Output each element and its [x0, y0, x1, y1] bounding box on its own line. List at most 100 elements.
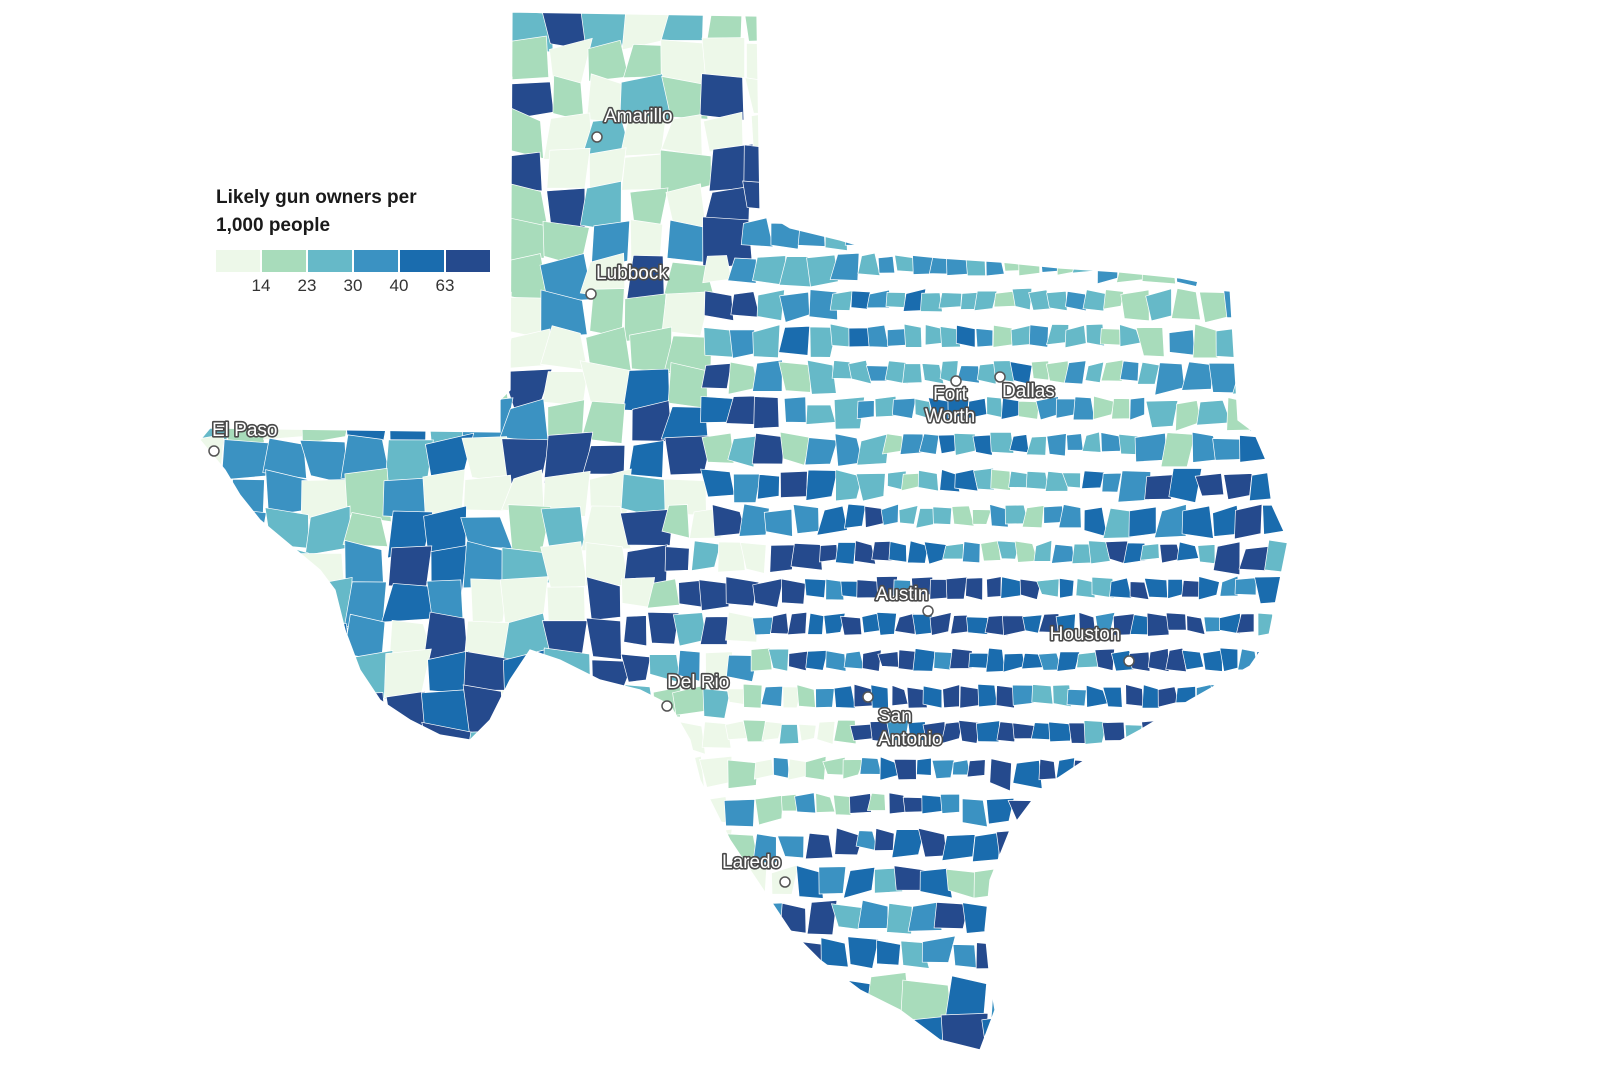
map-region: [705, 1048, 754, 1050]
map-region: [386, 72, 434, 122]
map-region: [646, 578, 680, 609]
map-region: [344, 329, 387, 377]
map-region: [1102, 1047, 1148, 1050]
map-region: [1028, 324, 1049, 348]
map-region: [223, 720, 265, 773]
map-region: [885, 292, 906, 308]
map-region: [703, 290, 735, 321]
map-region: [461, 323, 504, 374]
map-region: [628, 440, 665, 478]
map-region: [539, 905, 586, 954]
map-region: [886, 74, 921, 102]
map-region: [1219, 612, 1241, 635]
city-label: Dallas: [1002, 381, 1055, 402]
map-region: [200, 71, 233, 127]
map-region: [797, 217, 826, 247]
map-region: [686, 871, 722, 895]
map-region: [1229, 828, 1256, 859]
map-region: [619, 73, 672, 122]
map-region: [914, 147, 940, 176]
map-region: [869, 720, 892, 743]
map-region: [880, 503, 899, 526]
map-region: [1274, 721, 1288, 756]
map-region: [1081, 470, 1105, 489]
map-region: [1041, 144, 1073, 174]
map-region: [222, 12, 272, 50]
legend-swatch: [308, 250, 352, 272]
map-region: [1025, 471, 1050, 490]
map-region: [993, 1051, 1033, 1065]
map-region: [1069, 12, 1105, 48]
map-region: [582, 972, 630, 1017]
map-region: [465, 1011, 514, 1050]
map-region: [499, 1046, 548, 1050]
map-region: [1052, 684, 1072, 708]
map-region: [1236, 613, 1255, 634]
map-region: [1171, 112, 1222, 160]
map-region: [1298, 72, 1343, 121]
map-region: [1129, 581, 1150, 601]
map-region: [1226, 1011, 1272, 1050]
map-region: [744, 77, 790, 115]
map-region: [200, 867, 234, 913]
map-region: [1068, 901, 1094, 932]
map-region: [903, 323, 923, 348]
city-dot: [994, 371, 1006, 383]
map-region: [1147, 1043, 1190, 1050]
map-region: [952, 759, 971, 776]
map-region: [1143, 906, 1172, 931]
map-region: [1101, 721, 1126, 741]
map-region: [1060, 1010, 1113, 1050]
map-region: [306, 1008, 347, 1050]
city-dot: [1123, 655, 1135, 667]
map-region: [862, 144, 891, 176]
map-region: [1000, 576, 1025, 599]
map-region: [1232, 719, 1250, 744]
map-region: [1073, 831, 1104, 861]
map-region: [1277, 252, 1288, 298]
city-dot: [779, 876, 791, 888]
map-region: [884, 360, 909, 385]
map-region: [1299, 468, 1326, 501]
legend-title-line2: 1,000 people: [216, 215, 331, 236]
map-region: [1028, 108, 1063, 137]
map-region: [864, 505, 884, 529]
map-region: [200, 612, 223, 666]
map-region: [702, 688, 731, 719]
map-region: [899, 45, 952, 88]
map-region: [1005, 113, 1034, 141]
map-region: [1253, 829, 1288, 863]
map-region: [1241, 325, 1271, 359]
map-region: [702, 255, 732, 284]
map-region: [768, 648, 790, 672]
map-region: [951, 505, 975, 527]
map-region: [545, 1048, 593, 1050]
map-region: [1051, 181, 1085, 212]
map-region: [727, 435, 756, 468]
map-region: [200, 723, 226, 771]
map-region: [1196, 399, 1232, 426]
map-region: [894, 612, 916, 635]
map-region: [1026, 217, 1045, 239]
map-region: [820, 937, 849, 968]
map-region: [950, 180, 979, 214]
map-region: [1148, 147, 1175, 171]
city-marker: El Paso: [208, 418, 279, 457]
map-region: [382, 327, 432, 376]
map-region: [302, 767, 351, 805]
map-region: [346, 108, 390, 158]
map-region: [1012, 759, 1043, 790]
map-region: [1248, 793, 1277, 828]
map-region: [221, 507, 267, 552]
map-region: [939, 326, 962, 348]
map-region: [1097, 253, 1119, 285]
map-region: [938, 73, 973, 106]
map-region: [1136, 361, 1160, 385]
map-region: [1249, 470, 1279, 502]
map-region: [996, 721, 1016, 743]
map-region: [857, 252, 881, 276]
map-region: [1025, 1057, 1073, 1065]
map-region: [831, 360, 853, 380]
map-region: [301, 330, 345, 373]
map-region: [809, 149, 835, 175]
